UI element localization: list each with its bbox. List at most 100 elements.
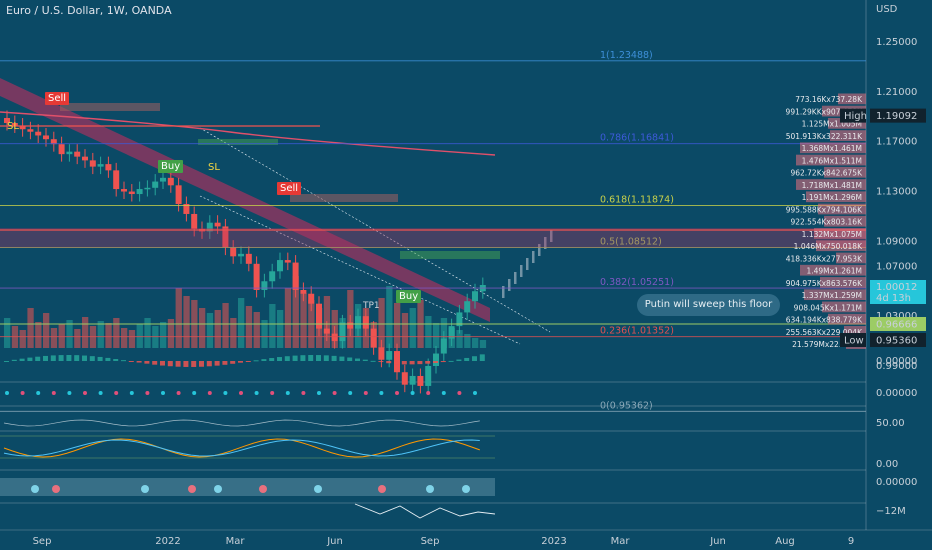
low-label-bg [840,333,866,347]
sl-label-1: SL [7,121,19,132]
signal-dot [98,391,103,395]
macd-histogram-bar [433,361,438,363]
time-tick-label: Jun [326,536,343,547]
macd-histogram-bar [89,356,95,361]
macd-histogram-bar [417,361,423,365]
candle-body [300,289,307,294]
volume-bar [300,293,307,348]
candle-body [355,316,361,329]
osc-line-fast [3,438,480,458]
fib-level-label: 0.382(1.05251) [600,277,674,288]
macd-histogram-bar [43,355,48,361]
macd-histogram-bar [66,355,72,361]
signal-dot [83,391,87,395]
macd-histogram-bar [479,354,485,361]
candle-body [19,125,26,130]
low-price-tag: 0.95360 [876,336,917,347]
candle-body [97,164,104,167]
time-tick-label: Sep [421,536,440,547]
signal-dot [395,391,399,395]
time-axis[interactable]: Sep 2022 Mar Jun Sep 2023 Mar Jun Aug 9 [33,536,855,547]
signal-dot [223,391,228,395]
indicator-panes [0,354,496,519]
volume-profile-label: 501.913Kx322.311K [786,132,863,141]
macd-histogram-bar [269,358,275,361]
macd-histogram-bar [378,361,384,363]
candle-body [386,351,393,360]
fib-level-label: 0.618(1.11874) [600,195,674,206]
candle-body [160,177,166,182]
candle-body [277,260,283,272]
signal-dot [20,391,25,395]
volume-bar [160,322,167,348]
macd-histogram-bar [230,361,236,364]
volume-bar [238,298,245,348]
buy-signal-badge-1: Buy [158,160,184,173]
fib-level-label: 1(1.23488) [600,50,653,61]
macd-histogram-bar [113,358,119,361]
time-tick-label: 9 [848,536,854,547]
volume-bar [378,298,385,348]
candle-body [425,366,432,386]
zone-box [60,103,160,111]
current-price-tag-bg [870,280,926,304]
candles[interactable] [4,110,553,394]
time-tick-label: Mar [611,536,631,547]
macd-histogram-bar [4,361,9,362]
volume-profile-label: 922.554Kx803.16K [790,218,863,227]
high-label-bg [840,108,866,123]
volume-bar [269,304,276,348]
volume-bar [386,286,393,348]
volume-bar [456,330,463,348]
volume-profile-label: 1.718Mx1.481M [802,181,862,190]
candle-body [191,213,198,229]
volume-profile-label: 991.29KKx907.478K [786,107,864,116]
signal-dot [207,391,212,395]
volume-profile-bar [822,301,866,313]
volume-bar [82,317,89,348]
bubble-marker [462,485,470,493]
volume-profile-bar [816,240,866,252]
candle-body [4,118,10,123]
volume-bar [479,340,487,348]
price-axis[interactable]: 1.25000 1.21000 1.17000 1.13000 1.09000 1.070… [840,37,926,517]
fib-level-label: 0.236(1.01352) [600,326,674,337]
low-price-tag-bg [870,333,926,347]
volume-profile-bar [800,142,866,154]
projected-candle [502,286,505,298]
fib-retracement[interactable]: 1(1.23488) 0.786(1.16841) 0.618(1.11874) 0.… [0,50,866,412]
candle-body [167,177,174,186]
volume-profile-bar [828,313,866,325]
bubble-marker [426,485,434,493]
macd-histogram-bar [355,358,360,361]
volume-bar [35,322,42,348]
signal-dot [145,391,150,395]
macd-histogram-bar [144,361,150,364]
macd-histogram-bar [27,357,33,361]
bubble-marker [214,485,222,493]
volume-bar [43,313,50,348]
signal-dot [270,391,275,395]
macd-histogram-bar [58,355,64,361]
bubble-marker [314,485,322,493]
zone-box [400,251,500,259]
price-tick-label: 1.21000 [876,87,917,98]
countdown-label: 4d 13h [876,293,911,304]
volume-profile-label: 995.588Kx794.106K [786,205,863,214]
projected-candle [532,251,535,263]
volume-profile-label: 1.337Mx1.259M [802,291,862,300]
time-tick-label: Jun [709,536,726,547]
candle-body [323,328,330,334]
volume-bar [401,313,409,348]
candle-body [206,222,213,232]
candle-body [339,322,346,342]
macd-histogram-bar [300,355,306,361]
bubble-marker [188,485,196,493]
high-price-tag-bg [870,108,926,123]
macd-histogram-bar [401,361,407,365]
volume-bar [105,323,112,348]
candle-body [245,253,252,264]
signal-dot [254,391,259,395]
candle-body [74,151,81,157]
